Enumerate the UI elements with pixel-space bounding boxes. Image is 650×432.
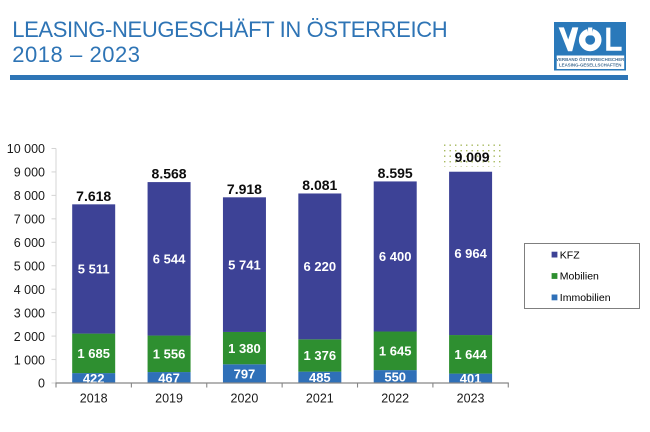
svg-text:2023: 2023 [457,392,485,406]
svg-text:VERBAND ÖSTERREICHISCHER: VERBAND ÖSTERREICHISCHER [556,57,625,62]
svg-text:6 964: 6 964 [454,246,487,261]
svg-text:LEASING-GESELLSCHAFTEN: LEASING-GESELLSCHAFTEN [559,63,621,68]
svg-text:5 511: 5 511 [78,262,110,277]
svg-text:467: 467 [158,370,180,385]
svg-text:401: 401 [460,371,482,386]
svg-text:8.568: 8.568 [152,166,187,182]
svg-text:422: 422 [83,371,105,386]
svg-text:2018: 2018 [80,392,108,406]
svg-text:2021: 2021 [306,392,334,406]
svg-text:8.081: 8.081 [302,177,337,193]
svg-text:6 000: 6 000 [14,236,45,250]
svg-text:8.595: 8.595 [378,165,413,181]
svg-text:3 000: 3 000 [14,306,45,320]
svg-text:9.009: 9.009 [455,149,490,165]
svg-text:1 376: 1 376 [304,348,337,363]
svg-text:8 000: 8 000 [14,189,45,203]
svg-text:5 741: 5 741 [228,257,261,272]
svg-text:550: 550 [384,369,406,384]
svg-text:1 556: 1 556 [153,347,186,362]
svg-text:1 380: 1 380 [228,341,261,356]
svg-text:5 000: 5 000 [14,259,45,273]
svg-text:2022: 2022 [381,392,409,406]
svg-text:797: 797 [234,366,256,381]
svg-text:0: 0 [38,377,45,391]
svg-text:6 400: 6 400 [379,249,412,264]
svg-text:6 544: 6 544 [153,252,186,267]
svg-text:1 685: 1 685 [77,346,110,361]
svg-text:1 644: 1 644 [454,347,487,362]
svg-text:9 000: 9 000 [14,166,45,180]
svg-text:2020: 2020 [231,392,259,406]
svg-text:7.918: 7.918 [227,181,262,197]
svg-text:2 000: 2 000 [14,330,45,344]
svg-text:Immobilien: Immobilien [560,292,611,304]
svg-text:1 000: 1 000 [14,353,45,367]
svg-text:485: 485 [309,370,331,385]
svg-text:7.618: 7.618 [76,188,111,204]
svg-text:10 000: 10 000 [7,142,45,156]
svg-text:1 645: 1 645 [379,344,412,359]
svg-text:KFZ: KFZ [560,249,580,261]
svg-text:7 000: 7 000 [14,213,45,227]
svg-text:6 220: 6 220 [304,259,337,274]
svg-text:2019: 2019 [155,392,183,406]
svg-text:4 000: 4 000 [14,283,45,297]
svg-text:Mobilien: Mobilien [560,271,599,283]
